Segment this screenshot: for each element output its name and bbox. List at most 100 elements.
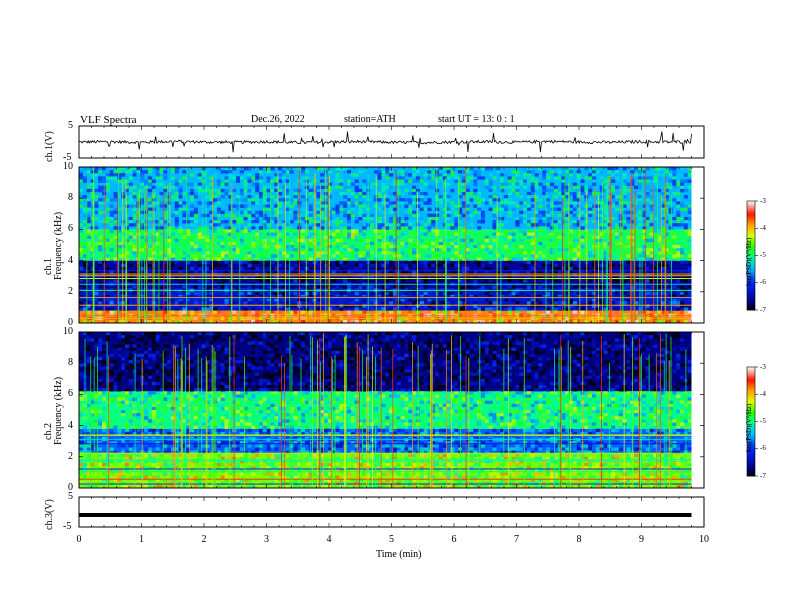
spectrogram-cell — [212, 179, 218, 183]
spectrogram-cell — [193, 210, 198, 215]
spectrogram-cell — [147, 182, 153, 187]
spectrogram-cell — [159, 251, 164, 255]
spectrogram-cell — [155, 201, 160, 205]
spectrogram-cell — [212, 310, 218, 314]
spectrogram-cell — [331, 232, 336, 236]
spectrogram-cell — [350, 195, 355, 199]
spectrogram-cell — [381, 185, 386, 190]
spectrogram-cell — [569, 170, 574, 174]
spectrogram-cell — [553, 276, 558, 280]
spectrogram-cell — [580, 279, 585, 283]
spectrogram-cell — [603, 220, 608, 224]
spectrogram-cell — [159, 216, 164, 221]
spectrogram-cell — [216, 276, 221, 280]
spectrogram-cell — [680, 207, 685, 211]
spectrogram-cell — [542, 188, 547, 193]
spectrogram-cell — [285, 223, 290, 227]
spectrogram-cell — [155, 338, 160, 342]
spectrogram-cell — [385, 204, 390, 208]
spectrogram-cell — [450, 207, 455, 211]
spectrogram-cell — [343, 195, 348, 199]
spectrogram-cell — [94, 298, 99, 302]
spectrogram-cell — [496, 254, 501, 258]
spectrogram-cell — [492, 241, 497, 246]
spectrogram-cell — [82, 307, 87, 311]
spectrogram-cell — [588, 251, 593, 255]
spectrogram-cell — [526, 170, 532, 174]
spectrogram-cell — [400, 269, 405, 274]
spectrogram-cell — [626, 245, 631, 249]
spectrogram-cell — [285, 254, 290, 258]
spectrogram-cell — [664, 229, 669, 233]
spectrogram-cell — [174, 195, 179, 199]
spectrogram-cell — [553, 207, 558, 211]
spectrogram-cell — [193, 213, 198, 218]
spectrogram-cell — [151, 238, 156, 243]
spectrogram-cell — [526, 173, 532, 177]
spectrogram-cell — [622, 269, 627, 274]
spectrogram-cell — [664, 210, 669, 215]
spectrogram-cell — [163, 301, 168, 305]
spectrogram-cell — [385, 332, 390, 336]
spectrogram-cell — [90, 285, 95, 289]
spectrogram-cell — [316, 167, 321, 171]
spectrogram-cell — [228, 170, 233, 174]
spectrogram-cell — [576, 238, 581, 243]
figure-title: VLF Spectra — [80, 114, 137, 126]
spectrogram-cell — [419, 188, 424, 193]
spectrogram-cell — [186, 276, 191, 280]
spectrogram-cell — [105, 332, 110, 336]
spectrogram-cell — [90, 182, 95, 187]
spectrogram-cell — [500, 173, 505, 177]
spectrogram-cell — [316, 198, 321, 202]
spectrogram-cell — [132, 213, 137, 218]
spectrogram-cell — [281, 185, 287, 190]
spectrogram-cell — [232, 310, 237, 314]
spectrogram-cell — [278, 241, 283, 246]
spectrogram-cell — [278, 167, 283, 171]
spectrogram-cell — [178, 185, 183, 190]
spectrogram-cell — [480, 204, 486, 208]
spectrogram-cell — [98, 263, 103, 268]
spectrogram-cell — [274, 307, 279, 311]
spectrogram-cell — [90, 220, 95, 224]
spectrogram-cell — [182, 195, 187, 199]
spectrogram-cell — [228, 213, 233, 218]
spectrogram-cell — [488, 269, 493, 274]
spectrogram-cell — [216, 319, 221, 324]
spectrogram-cell — [530, 304, 535, 308]
spectrogram-cell — [350, 182, 355, 187]
spectrogram-cell — [193, 238, 198, 243]
spectrogram-cell — [385, 291, 390, 296]
spectrogram-cell — [163, 254, 168, 258]
spectrogram-cell — [90, 257, 95, 261]
spectrogram-cell — [591, 279, 597, 283]
spectrogram-cell — [354, 332, 359, 336]
spectrogram-cell — [251, 251, 256, 255]
spectrogram-cell — [209, 201, 214, 205]
spectrogram-cell — [301, 301, 306, 305]
spectrogram-cell — [653, 176, 658, 180]
spectrogram-cell — [247, 213, 252, 218]
spectrogram-cell — [224, 191, 229, 196]
spectrogram-cell — [389, 191, 394, 196]
spectrogram-cell — [285, 260, 290, 265]
spectrogram-cell — [668, 269, 673, 274]
spectrogram-cell — [477, 220, 482, 224]
spectrogram-cell — [105, 273, 110, 277]
spectrogram-cell — [385, 260, 390, 265]
spectrogram-cell — [438, 332, 443, 336]
spectrogram-cell — [327, 170, 332, 174]
spectrogram-cell — [427, 220, 432, 224]
spectrogram-cell — [408, 167, 413, 171]
spectrogram-cell — [576, 257, 581, 261]
spectrogram-cell — [197, 279, 202, 283]
spectrogram-cell — [117, 167, 122, 171]
spectrogram-cell — [580, 332, 585, 336]
spectrogram-cell — [622, 251, 627, 255]
spectrogram-cell — [109, 298, 114, 302]
spectrogram-cell — [511, 170, 516, 174]
spectrogram-cell — [209, 220, 214, 224]
spectrogram-cell — [293, 338, 298, 342]
spectrogram-cell — [224, 179, 229, 183]
